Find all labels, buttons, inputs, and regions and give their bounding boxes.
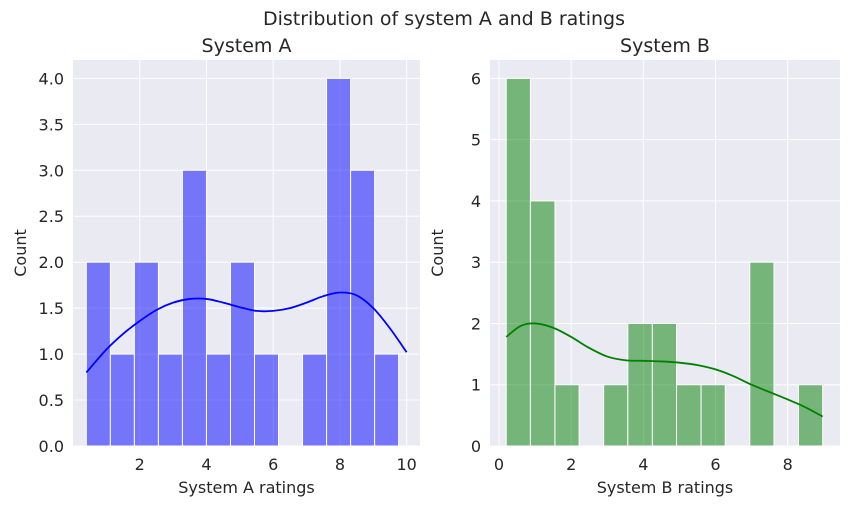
x-tick-label: 8 xyxy=(783,455,793,474)
y-axis-label: Count xyxy=(11,229,30,277)
panel-title: System A xyxy=(202,35,292,57)
panel-system-a: 2 4 6 8 10 0.0 0.5 1.0 1.5 2.0 2.5 3.0 3.5 4.0 System … xyxy=(11,35,420,497)
x-tick-label: 6 xyxy=(268,455,278,474)
kde-line xyxy=(85,291,408,374)
histogram-bar xyxy=(302,353,328,447)
histogram-bar xyxy=(350,169,376,447)
y-tick-label: 4.0 xyxy=(39,69,64,88)
histogram-bar xyxy=(133,261,159,447)
y-tick-label: 3 xyxy=(471,253,481,272)
y-tick-label: 0 xyxy=(471,437,481,456)
panel-title: System B xyxy=(620,35,710,57)
histogram-bar xyxy=(627,322,653,447)
y-tick-label: 2.5 xyxy=(39,207,64,226)
histogram-bar xyxy=(326,77,352,447)
histogram-bar xyxy=(85,261,111,447)
histogram-bar xyxy=(700,384,726,447)
y-tick-label: 1.5 xyxy=(39,299,64,318)
x-tick-label: 2 xyxy=(566,455,576,474)
histogram-bar xyxy=(109,353,135,447)
histogram-bar xyxy=(205,353,231,447)
x-axis-label: System B ratings xyxy=(597,478,734,497)
histogram-bar xyxy=(749,261,775,447)
x-tick-label: 2 xyxy=(135,455,145,474)
y-axis-label: Count xyxy=(428,229,447,277)
y-tick-label: 1 xyxy=(471,376,481,395)
y-tick-label: 0.5 xyxy=(39,391,64,410)
x-axis-label: System A ratings xyxy=(178,478,315,497)
y-tick-label: 3.0 xyxy=(39,161,64,180)
y-tick-label: 0.0 xyxy=(39,437,64,456)
figure-suptitle: Distribution of system A and B ratings xyxy=(263,8,625,30)
histogram-bar xyxy=(157,353,183,447)
histogram-bar xyxy=(554,384,580,447)
y-tick-label: 1.0 xyxy=(39,345,64,364)
y-tick-label: 4 xyxy=(471,192,481,211)
histogram-bar xyxy=(603,384,629,447)
x-tick-label: 6 xyxy=(710,455,720,474)
histogram-bar xyxy=(374,353,400,447)
histogram-bar xyxy=(651,322,678,447)
y-tick-label: 5 xyxy=(471,131,481,150)
y-tick-label: 2.0 xyxy=(39,253,64,272)
x-tick-label: 8 xyxy=(335,455,345,474)
histogram-bar xyxy=(505,77,531,447)
panel-system-b: 0 2 4 6 8 0 1 2 3 4 5 6 System B System B ratings Coun… xyxy=(428,35,840,497)
histogram-bar xyxy=(181,169,207,447)
x-tick-label: 4 xyxy=(638,455,648,474)
y-tick-label: 2 xyxy=(471,314,481,333)
y-tick-label: 6 xyxy=(471,69,481,88)
kde-line xyxy=(505,322,824,418)
histogram-bar xyxy=(229,261,256,447)
x-tick-label: 10 xyxy=(396,455,416,474)
x-tick-label: 0 xyxy=(494,455,504,474)
y-tick-label: 3.5 xyxy=(39,115,64,134)
histogram-bar xyxy=(676,384,702,447)
histogram-bar xyxy=(254,353,280,447)
x-tick-label: 4 xyxy=(201,455,211,474)
